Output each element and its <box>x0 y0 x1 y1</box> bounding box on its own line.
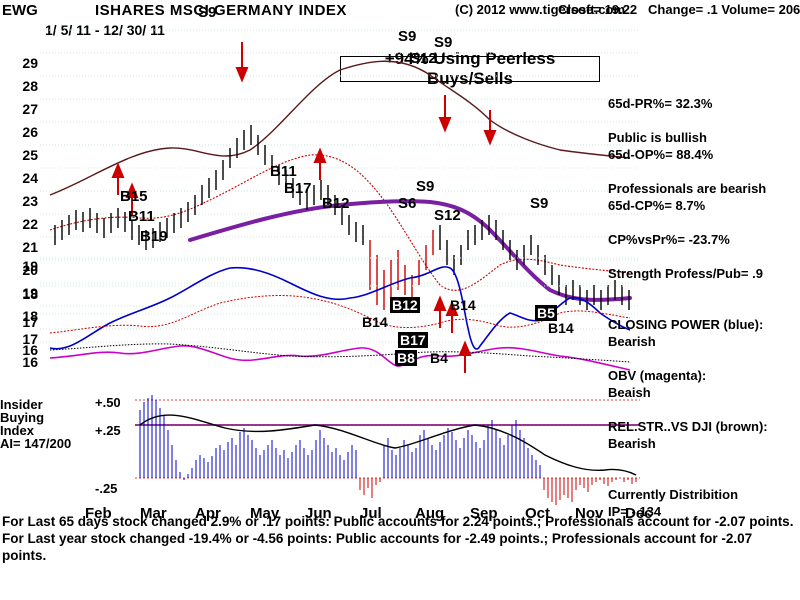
chart-title: ISHARES MSCI GERMANY INDEX <box>95 2 347 19</box>
ai-index-plot <box>135 390 640 510</box>
chart-root: EWG ISHARES MSCI GERMANY INDEX (C) 2012 … <box>0 0 800 600</box>
close-stats: Close= 19.22 Change= .1 Volume= 20656.76 <box>558 2 800 17</box>
ai-index-label: Insider Buying Index AI= 147/200 <box>0 398 90 450</box>
ticker-label: EWG <box>2 2 38 19</box>
footer-disclosure: For Last 65 days stock changed 2.9% or .… <box>2 513 798 564</box>
closing-power-axis: 19 18 17 16 <box>2 258 38 378</box>
stats-sidebar: 65d-PR%= 32.3% Public is bullish 65d-OP%… <box>608 95 798 515</box>
ai-axis-ticks: +.50 +.25 -.25 <box>95 395 135 505</box>
